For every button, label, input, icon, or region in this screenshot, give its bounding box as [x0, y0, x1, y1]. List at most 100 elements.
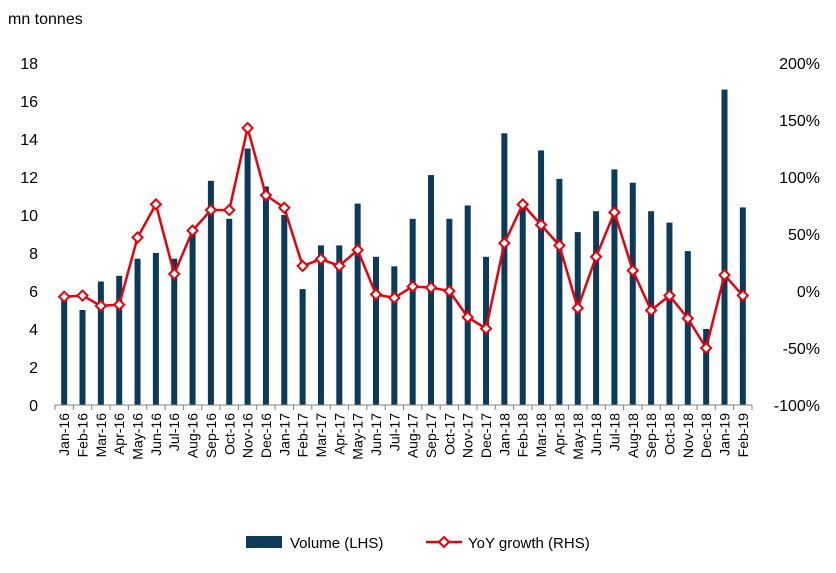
- legend: Volume (LHS) YoY growth (RHS): [246, 535, 590, 552]
- yoy-growth-marker: [681, 311, 695, 325]
- x-tick-label: Jan-17: [276, 413, 292, 456]
- yoy-growth-marker: [167, 267, 181, 281]
- yoy-growth-marker: [296, 259, 310, 273]
- left-tick-label: 18: [20, 56, 38, 73]
- yoy-growth-marker: [736, 289, 750, 302]
- volume-bar: [629, 182, 636, 405]
- volume-bar: [299, 289, 306, 405]
- volume-bar: [574, 232, 581, 405]
- x-tick-label: Feb-19: [735, 413, 751, 458]
- volume-bars: [61, 89, 746, 406]
- x-tick-label: Feb-17: [295, 413, 311, 458]
- x-tick-label: Sep-17: [423, 413, 439, 458]
- yoy-growth-marker: [241, 121, 255, 135]
- x-tick-label: Oct-16: [221, 413, 237, 455]
- x-tick-label: Apr-16: [111, 413, 127, 455]
- volume-bar: [336, 245, 343, 405]
- legend-volume-label: Volume (LHS): [290, 535, 383, 552]
- yoy-growth-marker: [149, 197, 163, 211]
- yoy-growth-marker: [332, 259, 346, 273]
- volume-bar: [519, 207, 526, 405]
- yoy-growth-marker: [76, 289, 89, 302]
- volume-bar: [134, 258, 141, 405]
- volume-bar: [501, 133, 508, 406]
- x-tick-label: May-16: [130, 413, 146, 460]
- left-tick-label: 12: [20, 170, 38, 187]
- x-tick-label: Oct-17: [441, 413, 457, 455]
- yoy-growth-marker: [222, 203, 236, 217]
- yoy-growth-marker: [497, 236, 511, 250]
- volume-bar: [593, 211, 600, 405]
- x-tick-label: Jun-18: [588, 413, 604, 456]
- yoy-growth-marker: [351, 243, 365, 257]
- volume-bar: [611, 169, 618, 405]
- yoy-growth-marker: [131, 231, 144, 244]
- yoy-growth-marker: [516, 197, 530, 211]
- volume-bar: [79, 310, 86, 405]
- left-tick-label: 2: [29, 360, 38, 377]
- yoy-growth-marker: [259, 188, 273, 202]
- volume-bar: [226, 218, 233, 405]
- volume-bar: [354, 203, 361, 405]
- yoy-growth-marker: [387, 291, 401, 305]
- yoy-growth-marker: [479, 322, 493, 336]
- volume-bar: [446, 218, 453, 405]
- x-tick-label: Jan-19: [716, 413, 732, 456]
- left-tick-label: 0: [29, 398, 38, 415]
- yoy-growth-line: [57, 121, 750, 355]
- left-tick-label: 10: [20, 208, 38, 225]
- yoy-growth-marker: [644, 303, 658, 317]
- volume-bar: [189, 234, 196, 405]
- yoy-growth-marker: [699, 341, 713, 355]
- right-tick-label: -100%: [774, 398, 820, 415]
- yoy-growth-marker: [626, 264, 640, 277]
- yoy-growth-marker: [406, 280, 420, 293]
- x-tick-label: Feb-16: [75, 413, 91, 458]
- volume-bar: [721, 89, 728, 405]
- x-tick-label: Sep-18: [643, 413, 659, 458]
- yoy-growth-marker: [442, 284, 456, 298]
- volume-bar: [244, 148, 251, 405]
- x-tick-label: Aug-17: [405, 413, 421, 458]
- yoy-growth-marker: [589, 250, 603, 264]
- x-tick-label: Jul-18: [606, 413, 622, 451]
- x-tick-label: Jun-17: [368, 413, 384, 456]
- x-tick-label: May-18: [570, 413, 586, 460]
- x-tick-label: Mar-16: [93, 413, 109, 458]
- right-tick-label: 100%: [779, 170, 820, 187]
- volume-bar: [739, 207, 746, 405]
- volume-bar: [61, 298, 68, 405]
- volume-bar: [391, 266, 398, 405]
- volume-bar: [464, 205, 471, 405]
- yoy-growth-polyline: [64, 126, 744, 350]
- x-tick-label: Dec-17: [478, 413, 494, 458]
- x-tick-label: Jul-17: [386, 413, 402, 451]
- volume-bar: [538, 150, 545, 405]
- yoy-growth-marker: [461, 310, 475, 324]
- x-tick-label: Mar-17: [313, 413, 329, 458]
- x-axis-labels: Jan-16 Feb-16 Mar-16 Apr-16 May-16 Jun-16 Jul-…: [56, 413, 751, 460]
- right-tick-label: -50%: [783, 341, 820, 358]
- x-tick-label: Jan-16: [56, 413, 72, 456]
- yoy-growth-marker: [277, 201, 291, 215]
- x-tick-label: Aug-18: [625, 413, 641, 458]
- x-tick-label: Jul-16: [166, 413, 182, 451]
- left-tick-label: 16: [20, 94, 38, 111]
- volume-bar: [372, 256, 379, 405]
- volume-bar: [703, 329, 710, 405]
- right-tick-label: 200%: [779, 56, 820, 73]
- volume-bar: [317, 245, 324, 405]
- volume-bar: [684, 251, 691, 405]
- legend-yoy-swatch-marker: [437, 535, 451, 549]
- volume-bar: [556, 178, 563, 405]
- yoy-growth-marker: [204, 203, 218, 217]
- yoy-growth-marker: [571, 301, 585, 315]
- x-tick-label: Jan-18: [496, 413, 512, 456]
- legend-volume-swatch: [246, 536, 282, 548]
- x-tick-label: Apr-18: [551, 413, 567, 455]
- x-tick-label: Nov-17: [460, 413, 476, 458]
- left-axis-ticks: 0 2 4 6 8 10 12 14 16 18: [20, 56, 38, 415]
- left-tick-label: 4: [29, 322, 38, 339]
- right-tick-label: 0%: [797, 284, 820, 301]
- volume-bar: [207, 180, 214, 405]
